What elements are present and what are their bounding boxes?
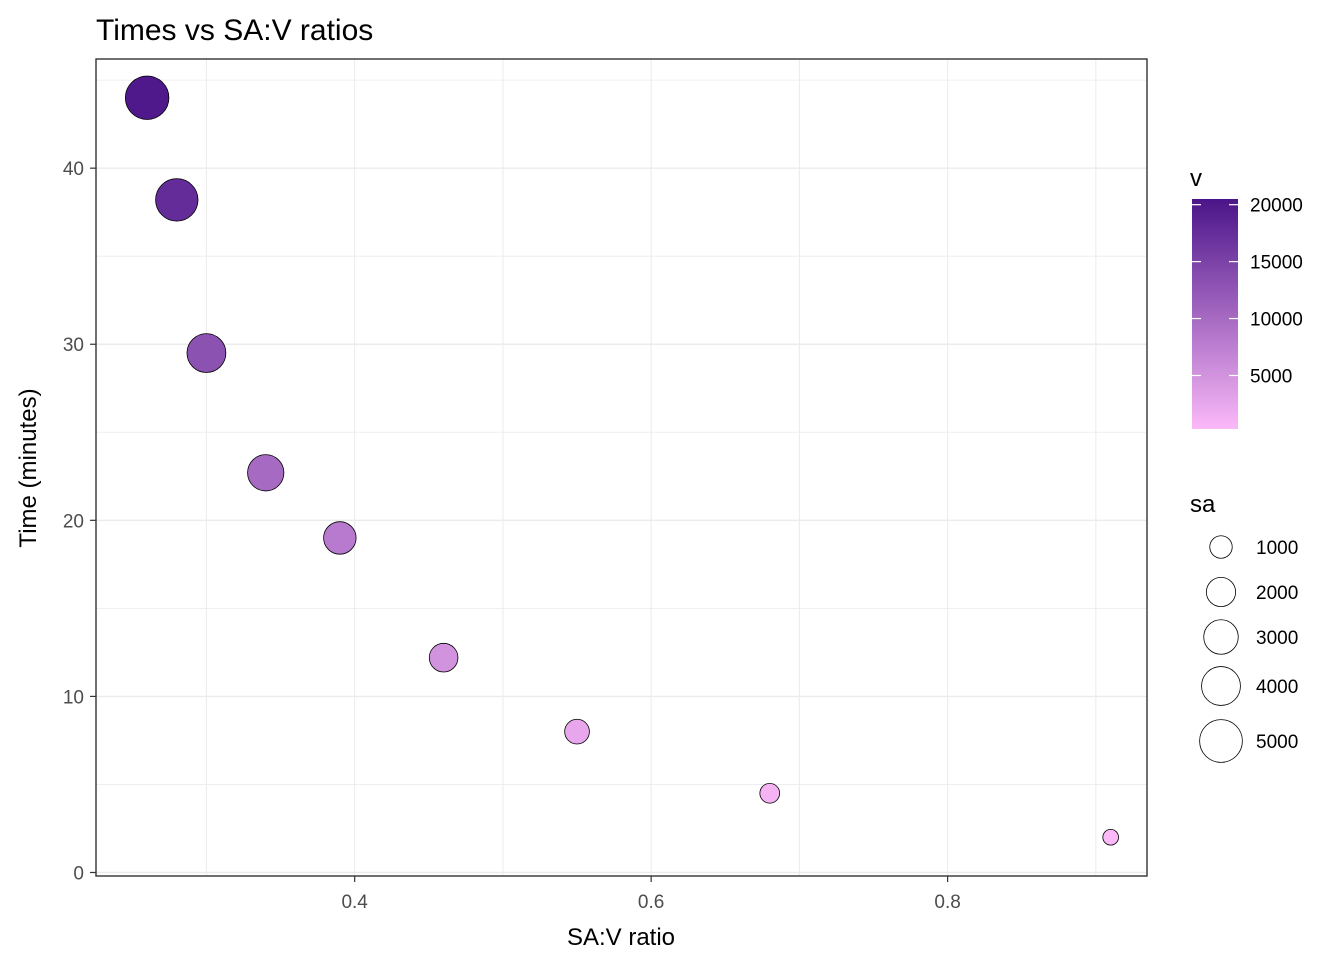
legend-colorbar (1192, 199, 1238, 429)
data-point (564, 718, 590, 745)
colorbar-tick-label: 20000 (1250, 196, 1303, 217)
data-point (759, 782, 781, 804)
colorbar-tick-label: 5000 (1250, 366, 1292, 387)
x-axis-label: SA:V ratio (567, 924, 675, 951)
data-points (124, 75, 1119, 846)
data-point (247, 454, 285, 492)
data-point (428, 642, 459, 673)
x-tick-label: 0.8 (934, 892, 960, 913)
size-key-label: 3000 (1256, 628, 1298, 649)
x-tick-label: 0.6 (638, 892, 664, 913)
legend-colorbar-ticks: 5000 10000 15000 20000 (1192, 196, 1303, 387)
size-key-circle (1199, 719, 1243, 763)
legend-color: v 5000 10000 15000 20000 (1190, 165, 1303, 429)
y-tick-label: 40 (63, 159, 84, 180)
y-axis-label: Time (minutes) (15, 388, 42, 547)
x-tick-label: 0.4 (341, 892, 368, 913)
size-key-circle (1209, 535, 1233, 559)
panel-border (95, 58, 1148, 877)
panel-grid (96, 59, 1147, 876)
chart-title: Times vs SA:V ratios (96, 14, 373, 47)
size-key-label: 1000 (1256, 538, 1298, 559)
y-tick-label: 30 (63, 335, 84, 356)
data-point (155, 178, 199, 222)
data-point (186, 333, 227, 373)
size-key-label: 2000 (1256, 583, 1298, 604)
x-axis: 0.4 0.6 0.8 (341, 876, 961, 913)
y-axis: 0 10 20 30 40 (63, 159, 96, 884)
legend-color-title: v (1190, 165, 1202, 192)
legend-size-keys: 1000 2000 3000 4000 5000 (1199, 535, 1298, 763)
legend-size-title: sa (1190, 491, 1216, 518)
size-key-circle (1203, 619, 1239, 655)
colorbar-tick-label: 15000 (1250, 253, 1303, 274)
legend-size: sa 1000 2000 3000 4000 5000 (1190, 491, 1298, 763)
size-key-label: 4000 (1256, 677, 1298, 698)
data-point (323, 521, 357, 555)
y-tick-label: 10 (63, 687, 84, 708)
size-key-circle (1201, 666, 1241, 706)
data-point (124, 75, 170, 120)
y-tick-label: 20 (63, 511, 84, 532)
colorbar-tick-label: 10000 (1250, 310, 1303, 331)
size-key-label: 5000 (1256, 732, 1298, 753)
y-tick-label: 0 (73, 863, 84, 884)
size-key-circle (1205, 576, 1237, 608)
data-point (1102, 828, 1119, 846)
